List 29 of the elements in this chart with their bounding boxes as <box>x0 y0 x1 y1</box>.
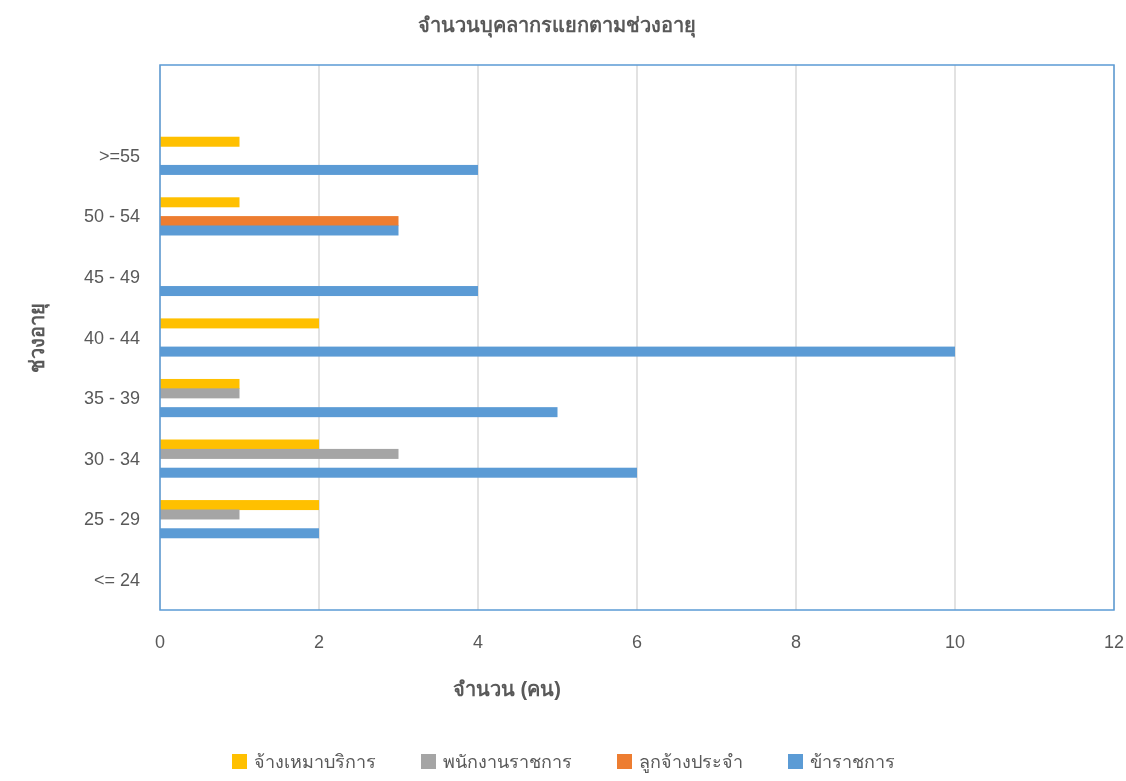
x-tick-label: 4 <box>472 632 484 652</box>
y-tick-label: 50 - 54 <box>83 206 140 227</box>
legend-label: ข้าราชการ <box>810 752 895 772</box>
x-tick-label: 10 <box>944 632 966 652</box>
legend-label: พนักงานราชการ <box>443 752 572 772</box>
bar <box>160 500 319 511</box>
y-tick-label: 35 - 39 <box>83 388 140 409</box>
y-tick-label: 25 - 29 <box>83 509 140 530</box>
y-tick-label: >=55 <box>98 145 140 166</box>
y-tick-label: 40 - 44 <box>83 327 140 348</box>
legend-label: ลูกจ้างประจำ <box>639 752 743 773</box>
bar <box>160 509 240 520</box>
legend-label: จ้างเหมาบริการ <box>254 752 376 772</box>
y-axis-title: ช่วงอายุ <box>26 302 50 373</box>
x-tick-label: 12 <box>1103 632 1125 652</box>
bar <box>160 388 240 399</box>
x-tick-label: 6 <box>631 632 643 652</box>
chart-title: จำนวนบุคลากรแยกตามช่วงอายุ <box>418 14 696 38</box>
y-tick-label: <= 24 <box>93 569 140 590</box>
y-tick-label: 30 - 34 <box>83 448 140 469</box>
bar <box>160 448 399 459</box>
x-tick-label: 2 <box>313 632 325 652</box>
y-tick-label: 45 - 49 <box>83 266 140 287</box>
x-tick-label: 0 <box>154 632 166 652</box>
bar <box>160 136 240 147</box>
x-axis-title: จำนวน (คน) <box>453 678 561 700</box>
bar <box>160 197 240 208</box>
x-tick-label: 8 <box>790 632 802 652</box>
bar <box>160 318 319 329</box>
